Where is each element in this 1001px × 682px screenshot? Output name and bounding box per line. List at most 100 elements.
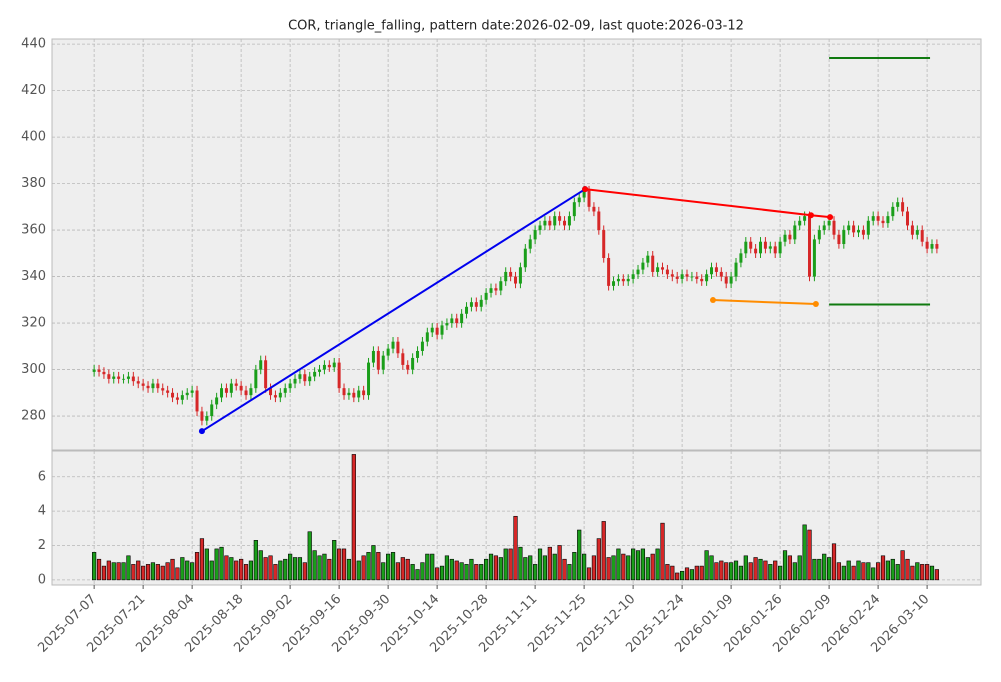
volume-bar bbox=[513, 515, 518, 581]
candle-body bbox=[582, 190, 586, 198]
volume-bar bbox=[831, 543, 837, 581]
candle-body bbox=[126, 376, 130, 379]
volume-bar bbox=[297, 557, 303, 581]
candle-body bbox=[499, 281, 503, 291]
volume-bar bbox=[503, 548, 508, 581]
volume-bar bbox=[876, 562, 881, 581]
volume-bar bbox=[841, 565, 846, 581]
candle-body bbox=[925, 241, 929, 249]
candle-body bbox=[616, 278, 620, 282]
candle-body bbox=[220, 388, 224, 398]
candle-body bbox=[528, 239, 532, 249]
volume-bar bbox=[905, 558, 910, 581]
candle-body bbox=[930, 244, 934, 249]
volume-bar bbox=[655, 548, 660, 581]
candle-body bbox=[416, 350, 420, 358]
candle-body bbox=[881, 220, 885, 224]
volume-bar bbox=[797, 555, 802, 581]
candle-body bbox=[592, 206, 596, 212]
candle-body bbox=[572, 202, 576, 217]
volume-bar bbox=[435, 567, 440, 581]
candle-body bbox=[670, 274, 674, 277]
volume-bar bbox=[292, 557, 298, 581]
volume-bar bbox=[817, 558, 822, 581]
pattern-point bbox=[812, 301, 819, 308]
candle-body bbox=[283, 388, 287, 393]
candle-body bbox=[371, 350, 375, 363]
volume-bar bbox=[116, 562, 121, 581]
volume-bar bbox=[537, 548, 543, 581]
volume-bar bbox=[621, 553, 626, 581]
volume-bar bbox=[121, 562, 126, 581]
volume-bar bbox=[704, 550, 709, 581]
volume-bar bbox=[773, 560, 778, 581]
candle-body bbox=[857, 230, 861, 233]
candle-body bbox=[357, 390, 361, 398]
volume-bar bbox=[861, 562, 866, 581]
y-tick-label: 420 bbox=[21, 83, 46, 98]
volume-bar bbox=[322, 553, 327, 581]
volume-bar bbox=[92, 552, 97, 581]
volume-bar bbox=[562, 558, 567, 581]
candle-body bbox=[445, 323, 449, 326]
candle-body bbox=[396, 341, 400, 354]
volume-bar bbox=[846, 560, 851, 581]
volume-bar bbox=[131, 564, 136, 581]
candle-body bbox=[489, 288, 493, 293]
volume-bar bbox=[454, 560, 459, 581]
candle-body bbox=[514, 276, 518, 284]
candle-body bbox=[538, 225, 542, 231]
volume-bar bbox=[376, 552, 381, 581]
y-tick-label: 280 bbox=[21, 409, 46, 424]
candle-body bbox=[680, 274, 684, 279]
candle-body bbox=[651, 255, 655, 272]
candle-body bbox=[352, 392, 356, 398]
candle-body bbox=[175, 397, 179, 400]
candle-body bbox=[597, 211, 601, 231]
volume-bar bbox=[317, 555, 322, 581]
y-tick-label: 320 bbox=[21, 316, 46, 331]
pattern-line bbox=[712, 299, 816, 306]
volume-bar bbox=[910, 565, 915, 581]
volume-bar bbox=[871, 567, 876, 581]
candle-body bbox=[567, 216, 571, 226]
volume-bar bbox=[719, 560, 724, 581]
volume-bar bbox=[929, 565, 935, 581]
pattern-point bbox=[807, 212, 814, 219]
volume-bar bbox=[224, 555, 229, 581]
volume-bar bbox=[670, 565, 675, 581]
volume-bar bbox=[400, 557, 405, 581]
candle-body bbox=[327, 364, 331, 368]
y-tick-label: 340 bbox=[21, 269, 46, 284]
volume-bar bbox=[327, 558, 332, 581]
candle-body bbox=[906, 211, 910, 226]
candle-body bbox=[871, 216, 875, 221]
volume-bar bbox=[675, 572, 680, 581]
candle-body bbox=[675, 276, 679, 279]
candle-body bbox=[460, 313, 464, 324]
candle-body bbox=[112, 376, 116, 379]
volume-bar bbox=[312, 550, 317, 581]
volume-bar bbox=[420, 562, 425, 581]
candle-body bbox=[626, 278, 630, 282]
candle-body bbox=[548, 220, 552, 226]
candle-body bbox=[817, 230, 821, 240]
volume-bar bbox=[361, 555, 366, 581]
candle-body bbox=[518, 267, 522, 284]
candle-body bbox=[759, 241, 763, 254]
candle-body bbox=[411, 357, 415, 370]
candle-body bbox=[665, 269, 669, 275]
candle-body bbox=[234, 383, 238, 386]
volume-bar bbox=[405, 558, 410, 581]
candle-body bbox=[107, 374, 111, 379]
y-tick-label: 2 bbox=[38, 538, 46, 553]
candle-body bbox=[308, 376, 312, 382]
y-tick-label: 300 bbox=[21, 362, 46, 377]
volume-bar bbox=[768, 564, 773, 581]
candle-body bbox=[915, 230, 919, 235]
volume-bar bbox=[699, 565, 704, 581]
candle-body bbox=[631, 274, 635, 279]
candle-body bbox=[92, 369, 96, 372]
candle-body bbox=[690, 276, 694, 278]
candle-body bbox=[685, 274, 689, 277]
